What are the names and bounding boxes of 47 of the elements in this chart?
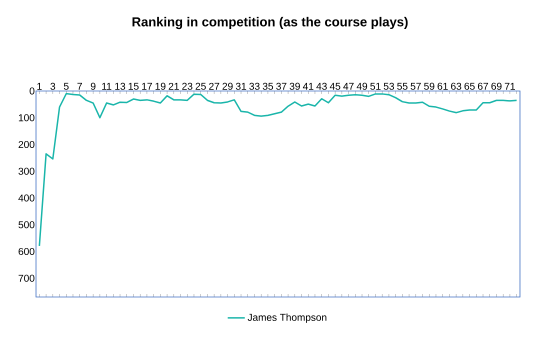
x-tick-label: 31: [236, 82, 246, 90]
y-tick-label: 400: [18, 194, 34, 202]
x-tick-label: 37: [276, 82, 286, 90]
x-tick-label: 23: [182, 82, 192, 90]
y-tick-label: 300: [18, 168, 34, 175]
x-tick-label: 7: [77, 82, 82, 90]
y-tick-label: 200: [18, 140, 34, 148]
x-tick-label: 17: [142, 82, 152, 90]
x-tick-label: 69: [491, 82, 502, 90]
x-tick-label: 25: [196, 82, 206, 90]
x-tick-label: 67: [478, 82, 488, 90]
chart-title: Ranking in competition (as the course plays): [132, 16, 408, 30]
x-tick-label: 71: [504, 82, 515, 90]
x-tick-label: 35: [262, 82, 274, 90]
y-tick-label: 500: [18, 221, 34, 228]
y-tick-label: 700: [18, 274, 34, 282]
x-tick-label: 3: [50, 82, 56, 90]
x-tick-label: 61: [438, 82, 448, 90]
x-tick-label: 63: [451, 82, 462, 90]
x-tick-label: 55: [397, 82, 408, 90]
x-tick-label: 53: [384, 82, 394, 90]
legend-label: James Thompson: [248, 314, 326, 323]
x-tick-label: 49: [356, 82, 368, 90]
x-tick-label: 65: [464, 82, 475, 90]
x-tick-label: 43: [316, 82, 327, 90]
x-tick-label: 51: [370, 82, 381, 90]
x-tick-label: 9: [90, 82, 96, 90]
x-tick-label: 59: [424, 82, 434, 90]
x-tick-label: 29: [222, 82, 233, 90]
x-tick-label: 1: [37, 82, 42, 90]
x-tick-label: 33: [249, 82, 260, 90]
y-tick-label: 100: [18, 114, 34, 122]
x-tick-label: 19: [156, 82, 166, 90]
x-tick-label: 15: [128, 82, 139, 90]
x-tick-label: 47: [343, 82, 354, 90]
x-tick-label: 39: [290, 82, 300, 90]
x-tick-label: 41: [302, 82, 314, 90]
y-tick-label: 0: [30, 87, 34, 95]
x-tick-label: 27: [209, 82, 220, 90]
y-tick-label: 600: [18, 248, 34, 256]
line-series: [38, 92, 518, 247]
x-tick-label: 57: [410, 82, 421, 90]
x-tick-label: 5: [64, 82, 69, 90]
x-tick-label: 11: [102, 82, 112, 90]
x-tick-label: 21: [168, 82, 179, 90]
x-tick-label: 13: [115, 82, 126, 90]
x-tick-label: 45: [330, 82, 340, 90]
